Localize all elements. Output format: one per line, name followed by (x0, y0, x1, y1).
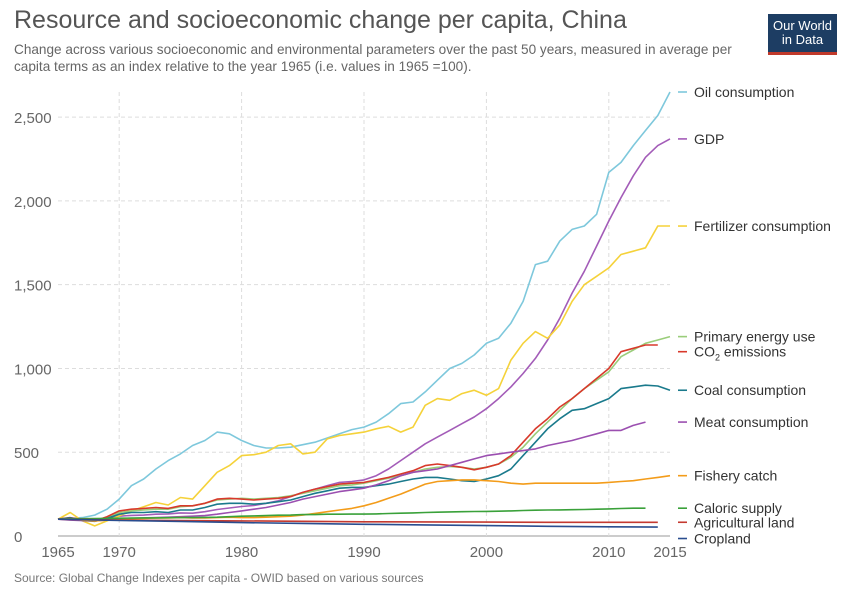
legend-label[interactable]: Meat consumption (694, 414, 808, 430)
legend-label[interactable]: Oil consumption (694, 84, 794, 100)
legend-labels: Oil consumption GDP Fertilizer consumption… (678, 84, 831, 547)
owid-logo[interactable]: Our World in Data (768, 14, 837, 55)
legend-label[interactable]: Coal consumption (694, 382, 806, 398)
x-tick-label: 2015 (653, 544, 686, 561)
y-tick-label: 500 (14, 445, 39, 462)
x-tick-label: 1965 (41, 544, 74, 561)
series-line[interactable] (57, 138, 671, 521)
logo-line-2: in Data (781, 32, 824, 47)
y-tick-label: 2,000 (14, 194, 52, 211)
x-tick-label: 1980 (225, 544, 258, 561)
y-axis-tick-labels: 0 500 1,000 1,500 2,000 2,500 (14, 110, 52, 546)
chart-title: Resource and socioeconomic change per ca… (14, 6, 627, 34)
x-tick-label: 1990 (347, 544, 380, 561)
series-line[interactable] (57, 91, 671, 520)
legend-label[interactable]: Fishery catch (694, 468, 777, 484)
x-axis-tick-labels: 1965 1970 1980 1990 2000 2010 2015 (41, 544, 686, 561)
legend-label[interactable]: Agricultural land (694, 514, 794, 530)
x-tick-label: 2000 (470, 544, 503, 561)
series-line[interactable] (57, 518, 658, 528)
series-lines (57, 91, 671, 528)
legend-label[interactable]: Caloric supply (694, 500, 782, 516)
logo-line-1: Our World (773, 18, 832, 33)
legend-label[interactable]: Primary energy use (694, 329, 816, 345)
logo-accent-bar (768, 52, 837, 55)
series-line[interactable] (57, 225, 670, 527)
y-tick-label: 2,500 (14, 110, 52, 127)
grid-lines (58, 92, 670, 537)
source-note[interactable]: Source: Global Change Indexes per capita… (14, 571, 424, 585)
legend-label[interactable]: GDP (694, 131, 724, 147)
legend-label[interactable]: Fertilizer consumption (694, 218, 831, 234)
x-tick-label: 2010 (592, 544, 625, 561)
legend-label[interactable]: Cropland (694, 531, 751, 547)
series-line[interactable] (57, 344, 658, 522)
y-tick-label: 1,000 (14, 361, 52, 378)
x-tick-label: 1970 (103, 544, 136, 561)
legend-label[interactable]: CO2 emissions (694, 344, 786, 363)
y-tick-label: 0 (14, 529, 22, 546)
y-tick-label: 1,500 (14, 278, 52, 295)
chart-subtitle: Change across various socioeconomic and … (14, 42, 732, 74)
series-line[interactable] (57, 507, 646, 520)
